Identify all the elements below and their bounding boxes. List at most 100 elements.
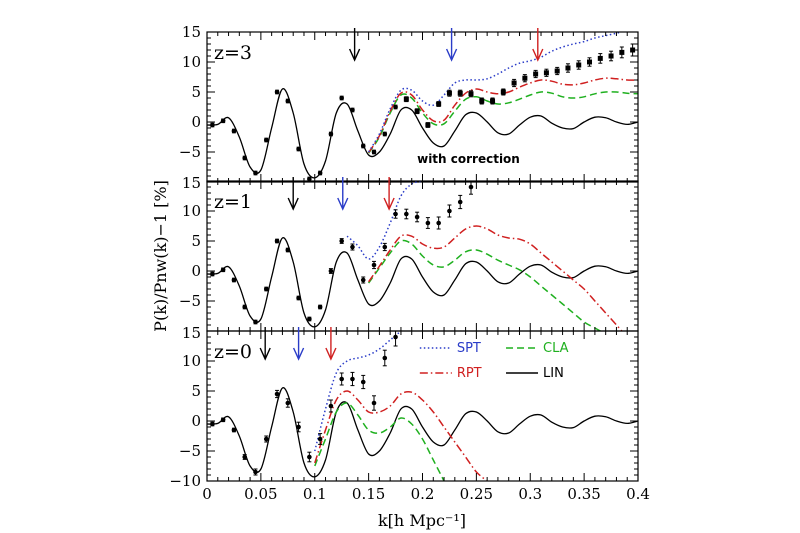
chart-legend: SPT CLA RPT LIN <box>419 341 569 381</box>
nbody-point <box>220 267 226 273</box>
x-tick-label: 0.3 <box>518 485 542 503</box>
nbody-point <box>263 137 269 143</box>
series-lin-line <box>207 237 638 328</box>
y-tick-label: 15 <box>182 324 201 342</box>
nbody-point <box>500 89 506 95</box>
y-tick-label: 5 <box>191 382 201 400</box>
y-tick-label: −5 <box>179 442 201 460</box>
nbody-point <box>350 244 355 250</box>
nbody-point <box>404 211 409 217</box>
nbody-point <box>253 170 258 176</box>
scale-arrow-head <box>348 48 361 62</box>
y-tick-label: 0 <box>191 412 201 430</box>
nbody-point <box>597 55 603 61</box>
nbody-point <box>274 89 280 95</box>
nbody-point <box>317 170 323 176</box>
y-tick-label: −5 <box>179 292 201 310</box>
x-tick-label: 0 <box>202 485 212 503</box>
nbody-point <box>403 96 409 102</box>
nbody-point <box>511 80 517 86</box>
scale-arrow-head <box>292 347 305 361</box>
nbody-point <box>242 304 248 310</box>
panel-frame <box>206 330 639 482</box>
x-tick-label: 0.2 <box>411 485 435 503</box>
nbody-point <box>543 70 549 76</box>
nbody-point <box>554 68 560 74</box>
nbody-point <box>457 199 463 205</box>
panel-plot-area <box>207 181 638 331</box>
nbody-point <box>360 379 366 385</box>
nbody-point <box>425 122 431 128</box>
nbody-point <box>393 211 398 217</box>
nbody-point <box>285 247 291 253</box>
series-lin-line <box>207 387 638 478</box>
series-cla-line <box>367 239 602 331</box>
scale-arrow-head <box>325 347 337 361</box>
x-tick-label: 0.25 <box>460 485 493 503</box>
y-tick-label: 5 <box>191 83 201 101</box>
y-tick-label: 10 <box>182 53 201 71</box>
nbody-point <box>360 277 366 283</box>
nbody-point <box>231 427 237 433</box>
nbody-point <box>296 424 301 430</box>
nbody-point <box>371 149 377 155</box>
x-axis-label: k[h Mpc⁻¹] <box>378 511 466 530</box>
scale-arrow-head <box>337 197 349 211</box>
nbody-point <box>210 122 215 128</box>
nbody-point <box>317 436 323 442</box>
nbody-point <box>436 220 441 226</box>
nbody-point <box>307 316 312 322</box>
x-tick-label: 0.1 <box>303 485 327 503</box>
scale-arrow-head <box>445 48 458 62</box>
nbody-point <box>210 271 215 277</box>
nbody-point <box>296 295 301 301</box>
panel-z0: −10 −5 0 5 10 15 z=0 SPT CLA RPT LIN 0 0.05 0.1 0.15 0.… <box>169 324 650 503</box>
nbody-point <box>425 220 431 226</box>
nbody-point <box>619 49 625 55</box>
x-tick-label: 0.35 <box>567 485 600 503</box>
nbody-point <box>242 155 248 161</box>
y-tick-label: 15 <box>182 23 201 41</box>
series-spt-line <box>346 181 426 260</box>
series-cla-line <box>367 91 638 154</box>
nbody-point <box>414 214 420 220</box>
panel-annotation: with correction <box>417 152 520 166</box>
series-rpt-line <box>367 225 623 331</box>
x-tick-label: 0.4 <box>626 485 650 503</box>
nbody-point <box>274 238 280 244</box>
series-spt-line <box>314 331 402 452</box>
nbody-point <box>468 184 474 190</box>
nbody-point <box>350 107 355 113</box>
nbody-point <box>587 59 593 65</box>
nbody-point <box>339 376 344 382</box>
y-tick-label: −5 <box>179 143 201 161</box>
x-tick-label: 0.05 <box>244 485 277 503</box>
nbody-point <box>360 143 366 149</box>
nbody-point <box>393 334 398 340</box>
panel-label: z=3 <box>214 42 252 64</box>
nbody-point <box>468 91 474 97</box>
nbody-point <box>328 268 334 274</box>
nbody-point <box>436 101 442 107</box>
nbody-point <box>565 65 571 71</box>
x-tick-label: 0.15 <box>352 485 385 503</box>
nbody-point <box>263 436 269 442</box>
y-tick-label: 10 <box>182 202 201 220</box>
nbody-point <box>328 403 334 409</box>
nbody-point <box>220 118 226 124</box>
chart-panels: −5 0 5 10 15 z=3 with correction −5 0 5 10 15 z=1 −10… <box>169 23 650 503</box>
series-lin-line <box>207 88 638 179</box>
panel-z3: −5 0 5 10 15 z=3 with correction <box>179 23 639 183</box>
nbody-point <box>393 104 398 110</box>
nbody-point <box>253 319 258 325</box>
nbody-point <box>307 176 312 182</box>
legend-label-lin: LIN <box>543 366 564 381</box>
legend-label-spt: SPT <box>457 341 481 356</box>
nbody-point <box>285 98 291 104</box>
nbody-point <box>371 400 377 406</box>
scale-arrow-head <box>383 197 395 211</box>
nbody-point <box>210 421 215 427</box>
nbody-point <box>457 90 463 96</box>
scale-arrow-head <box>532 48 544 62</box>
